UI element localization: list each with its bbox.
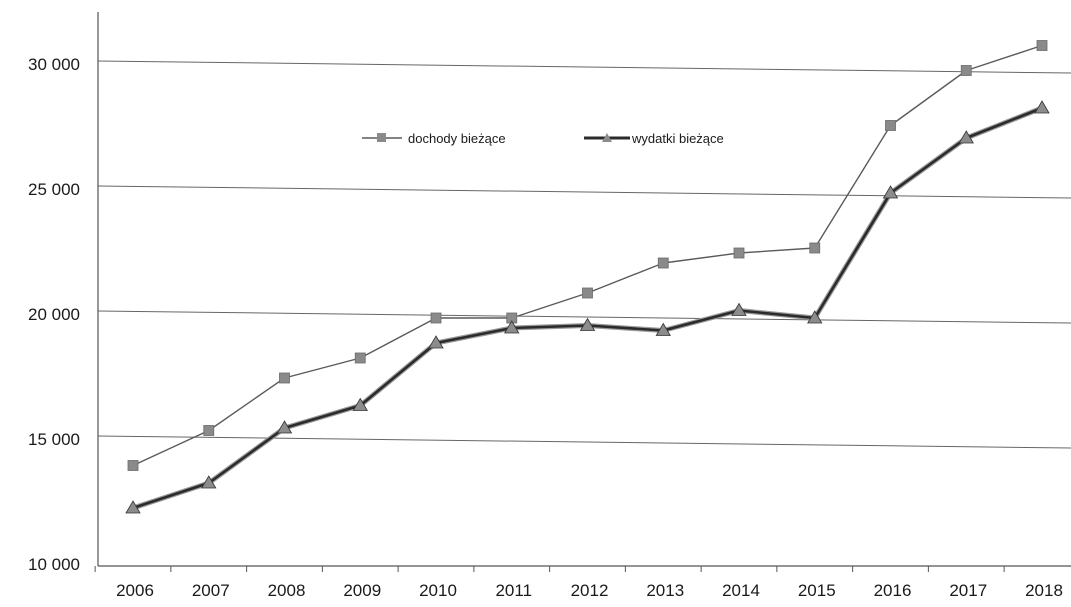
gridline-y-20000 bbox=[97, 310, 1071, 324]
gridline-y-15000 bbox=[97, 435, 1071, 449]
x-tick-label: 2014 bbox=[722, 581, 760, 600]
data-point-wydatki bbox=[428, 335, 444, 349]
data-point-wydatki bbox=[958, 130, 974, 144]
y-tick-label: 20 000 bbox=[28, 305, 80, 324]
data-point-wydatki bbox=[655, 322, 671, 336]
series-line-wydatki-shadow bbox=[132, 105, 1043, 511]
x-tick-label: 2016 bbox=[874, 581, 912, 600]
data-point-wydatki bbox=[1034, 100, 1050, 114]
y-tick-label: 25 000 bbox=[28, 180, 80, 199]
data-point-dochody bbox=[885, 120, 896, 131]
axes bbox=[97, 12, 1071, 567]
y-tick-label: 10 000 bbox=[28, 555, 80, 574]
data-point-wydatki bbox=[579, 317, 596, 331]
gridline-y-30000 bbox=[97, 60, 1071, 74]
legend-marker-wydatki bbox=[602, 133, 612, 142]
x-tick-label: 2017 bbox=[949, 581, 987, 600]
legend-marker-dochody bbox=[377, 133, 386, 142]
legend-label-wydatki: wydatki bieżące bbox=[631, 131, 724, 146]
series-wydatki bbox=[125, 100, 1050, 514]
x-tick-label: 2015 bbox=[798, 581, 836, 600]
data-point-wydatki bbox=[276, 420, 293, 434]
data-point-dochody bbox=[733, 247, 745, 259]
series-line-wydatki bbox=[132, 106, 1043, 510]
legend: dochody bieżące wydatki bieżące bbox=[362, 131, 724, 146]
x-tick-label: 2009 bbox=[343, 581, 381, 600]
series-line-dochody bbox=[132, 44, 1043, 467]
data-point-dochody bbox=[430, 312, 442, 324]
data-point-wydatki bbox=[731, 302, 747, 316]
gridlines bbox=[97, 60, 1071, 449]
x-tick-label: 2006 bbox=[116, 581, 154, 600]
data-point-dochody bbox=[1036, 40, 1048, 51]
y-tick-label: 30 000 bbox=[28, 55, 80, 74]
y-tick-label: 15 000 bbox=[28, 430, 80, 449]
data-point-wydatki bbox=[201, 475, 217, 489]
data-point-dochody bbox=[127, 460, 139, 471]
data-point-wydatki bbox=[807, 310, 823, 324]
data-point-dochody bbox=[809, 242, 821, 254]
data-point-dochody bbox=[354, 352, 366, 364]
x-tick-label: 2013 bbox=[646, 581, 684, 600]
data-point-dochody bbox=[657, 257, 669, 269]
x-tick-labels: 2006 2007 2008 2009 2010 2011 2012 2013 2014 2015… bbox=[94, 566, 1063, 600]
y-tick-labels: 10 000 15 000 20 000 25 000 30 000 bbox=[28, 55, 80, 574]
x-tick-label: 2008 bbox=[268, 581, 306, 600]
data-point-wydatki bbox=[125, 500, 141, 514]
x-tick-label: 2011 bbox=[495, 581, 532, 600]
legend-item-wydatki: wydatki bieżące bbox=[584, 131, 724, 146]
data-point-dochody bbox=[279, 372, 290, 384]
x-tick-label: 2010 bbox=[419, 581, 457, 600]
x-tick-label: 2018 bbox=[1025, 581, 1063, 600]
x-tick-label: 2012 bbox=[571, 581, 609, 600]
data-point-dochody bbox=[203, 425, 215, 436]
x-tick-label: 2007 bbox=[192, 581, 230, 600]
legend-label-dochody: dochody bieżące bbox=[408, 131, 506, 146]
data-point-wydatki bbox=[352, 397, 368, 411]
legend-item-dochody: dochody bieżące bbox=[362, 131, 506, 146]
data-point-wydatki bbox=[882, 185, 899, 199]
gridline-y-25000 bbox=[97, 185, 1071, 199]
series-dochody bbox=[127, 40, 1048, 471]
series-group bbox=[125, 40, 1050, 514]
data-point-dochody bbox=[960, 65, 972, 76]
data-point-wydatki bbox=[504, 320, 520, 334]
data-point-dochody bbox=[582, 287, 593, 299]
